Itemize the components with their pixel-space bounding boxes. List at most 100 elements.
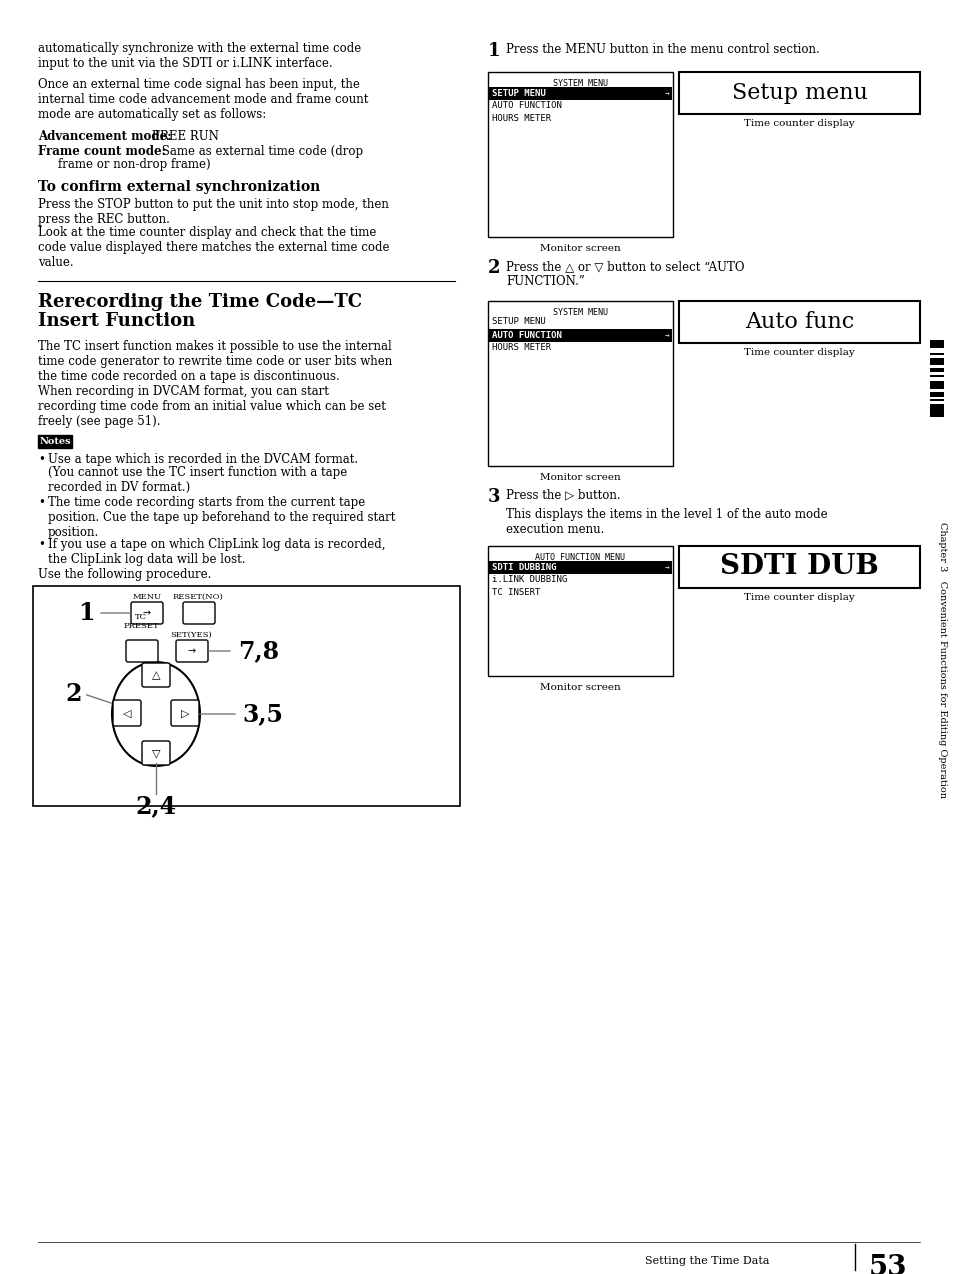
Text: automatically synchronize with the external time code
input to the unit via the : automatically synchronize with the exter… — [38, 42, 361, 70]
Text: →: → — [143, 608, 151, 618]
Text: frame or non-drop frame): frame or non-drop frame) — [58, 158, 211, 171]
Text: SET(YES): SET(YES) — [170, 631, 212, 640]
Text: Use a tape which is recorded in the DVCAM format.: Use a tape which is recorded in the DVCA… — [48, 454, 357, 466]
Bar — [679, 73, 919, 113]
Text: To confirm external synchronization: To confirm external synchronization — [38, 180, 320, 194]
Bar — [489, 87, 671, 99]
Bar — [929, 399, 943, 401]
Text: •: • — [38, 538, 45, 550]
Text: Auto func: Auto func — [744, 311, 853, 333]
Bar — [929, 392, 943, 397]
Text: The TC insert function makes it possible to use the internal
time code generator: The TC insert function makes it possible… — [38, 340, 392, 428]
Bar — [929, 409, 943, 417]
Text: TC
PRESET: TC PRESET — [123, 613, 158, 631]
Bar — [488, 547, 672, 676]
Text: →: → — [663, 563, 668, 572]
Text: SETUP MENU: SETUP MENU — [492, 317, 545, 326]
Text: Insert Function: Insert Function — [38, 312, 195, 330]
Text: AUTO FUNCTION MENU: AUTO FUNCTION MENU — [535, 553, 625, 562]
Text: Same as external time code (drop: Same as external time code (drop — [158, 145, 363, 158]
Text: The time code recording starts from the current tape
position. Cue the tape up b: The time code recording starts from the … — [48, 496, 395, 539]
Bar — [488, 301, 672, 466]
FancyBboxPatch shape — [112, 699, 141, 726]
Text: •: • — [38, 454, 45, 466]
Text: SYSTEM MENU: SYSTEM MENU — [553, 79, 607, 88]
Text: Monitor screen: Monitor screen — [539, 473, 620, 482]
Text: ▷: ▷ — [180, 710, 189, 719]
Bar — [929, 340, 943, 348]
FancyBboxPatch shape — [131, 603, 163, 624]
Text: Chapter 3   Convenient Functions for Editing Operation: Chapter 3 Convenient Functions for Editi… — [938, 522, 946, 798]
Text: Monitor screen: Monitor screen — [539, 683, 620, 692]
Text: MENU: MENU — [132, 592, 161, 601]
Text: 3,5: 3,5 — [242, 702, 283, 726]
Text: FREE RUN: FREE RUN — [148, 130, 218, 143]
Text: Once an external time code signal has been input, the
internal time code advance: Once an external time code signal has be… — [38, 78, 368, 121]
Text: This displays the items in the level 1 of the auto mode
execution menu.: This displays the items in the level 1 o… — [505, 508, 827, 536]
Bar — [679, 301, 919, 343]
FancyBboxPatch shape — [171, 699, 199, 726]
FancyBboxPatch shape — [126, 640, 158, 662]
Bar — [929, 353, 943, 355]
Text: AUTO FUNCTION: AUTO FUNCTION — [492, 331, 561, 340]
Bar — [929, 386, 943, 389]
Text: SYSTEM MENU: SYSTEM MENU — [553, 308, 607, 317]
Text: →: → — [188, 646, 196, 656]
Text: 53: 53 — [868, 1254, 906, 1274]
Text: SETUP MENU: SETUP MENU — [492, 89, 545, 98]
Text: 1: 1 — [77, 601, 94, 626]
Text: 2: 2 — [488, 259, 500, 276]
Text: Time counter display: Time counter display — [743, 348, 854, 357]
Bar — [33, 586, 459, 806]
Text: →: → — [663, 89, 668, 98]
FancyBboxPatch shape — [183, 603, 214, 624]
Text: Rerecording the Time Code—TC: Rerecording the Time Code—TC — [38, 293, 362, 311]
Text: AUTO FUNCTION: AUTO FUNCTION — [492, 101, 561, 110]
Text: Frame count mode:: Frame count mode: — [38, 145, 166, 158]
Bar — [488, 73, 672, 237]
Text: 3: 3 — [488, 488, 500, 506]
Text: i.LINK DUBBING: i.LINK DUBBING — [492, 575, 567, 583]
Text: ▽: ▽ — [152, 748, 160, 758]
FancyBboxPatch shape — [175, 640, 208, 662]
Text: If you use a tape on which ClipLink log data is recorded,
the ClipLink log data : If you use a tape on which ClipLink log … — [48, 538, 385, 566]
Text: Setup menu: Setup menu — [731, 82, 866, 104]
Text: Press the ▷ button.: Press the ▷ button. — [505, 489, 620, 502]
FancyBboxPatch shape — [142, 741, 170, 764]
Text: Time counter display: Time counter display — [743, 118, 854, 127]
Bar — [679, 547, 919, 589]
Bar — [929, 375, 943, 377]
Text: Press the STOP button to put the unit into stop mode, then
press the REC button.: Press the STOP button to put the unit in… — [38, 197, 389, 225]
Text: RESET(NO): RESET(NO) — [172, 592, 223, 601]
Text: Notes: Notes — [39, 437, 71, 446]
Text: Press the MENU button in the menu control section.: Press the MENU button in the menu contro… — [505, 43, 819, 56]
Bar — [929, 368, 943, 372]
Text: TC INSERT: TC INSERT — [492, 589, 539, 598]
Text: △: △ — [152, 670, 160, 680]
Bar — [929, 404, 943, 409]
Text: HOURS METER: HOURS METER — [492, 343, 551, 352]
Text: Time counter display: Time counter display — [743, 592, 854, 603]
Text: 1: 1 — [488, 42, 500, 60]
Text: Press the △ or ▽ button to select “AUTO
FUNCTION.”: Press the △ or ▽ button to select “AUTO … — [505, 260, 743, 288]
Text: SDTI DUBBING: SDTI DUBBING — [492, 563, 556, 572]
Text: ◁: ◁ — [123, 710, 132, 719]
Text: 7,8: 7,8 — [237, 640, 279, 662]
Text: •: • — [38, 496, 45, 510]
FancyBboxPatch shape — [142, 662, 170, 687]
Text: Advancement mode:: Advancement mode: — [38, 130, 172, 143]
Text: →: → — [663, 331, 668, 340]
Text: HOURS METER: HOURS METER — [492, 113, 551, 124]
Bar — [929, 358, 943, 363]
Text: 2,4: 2,4 — [135, 794, 176, 818]
Text: Setting the Time Data: Setting the Time Data — [644, 1256, 769, 1266]
Bar — [929, 381, 943, 389]
Bar — [489, 561, 671, 575]
Text: SDTI DUB: SDTI DUB — [720, 553, 878, 581]
Bar — [929, 363, 943, 364]
Bar — [38, 434, 71, 448]
Text: Look at the time counter display and check that the time
code value displayed th: Look at the time counter display and che… — [38, 225, 389, 269]
Text: Monitor screen: Monitor screen — [539, 245, 620, 254]
Text: (You cannot use the TC insert function with a tape
recorded in DV format.): (You cannot use the TC insert function w… — [48, 466, 347, 494]
Bar — [489, 329, 671, 341]
